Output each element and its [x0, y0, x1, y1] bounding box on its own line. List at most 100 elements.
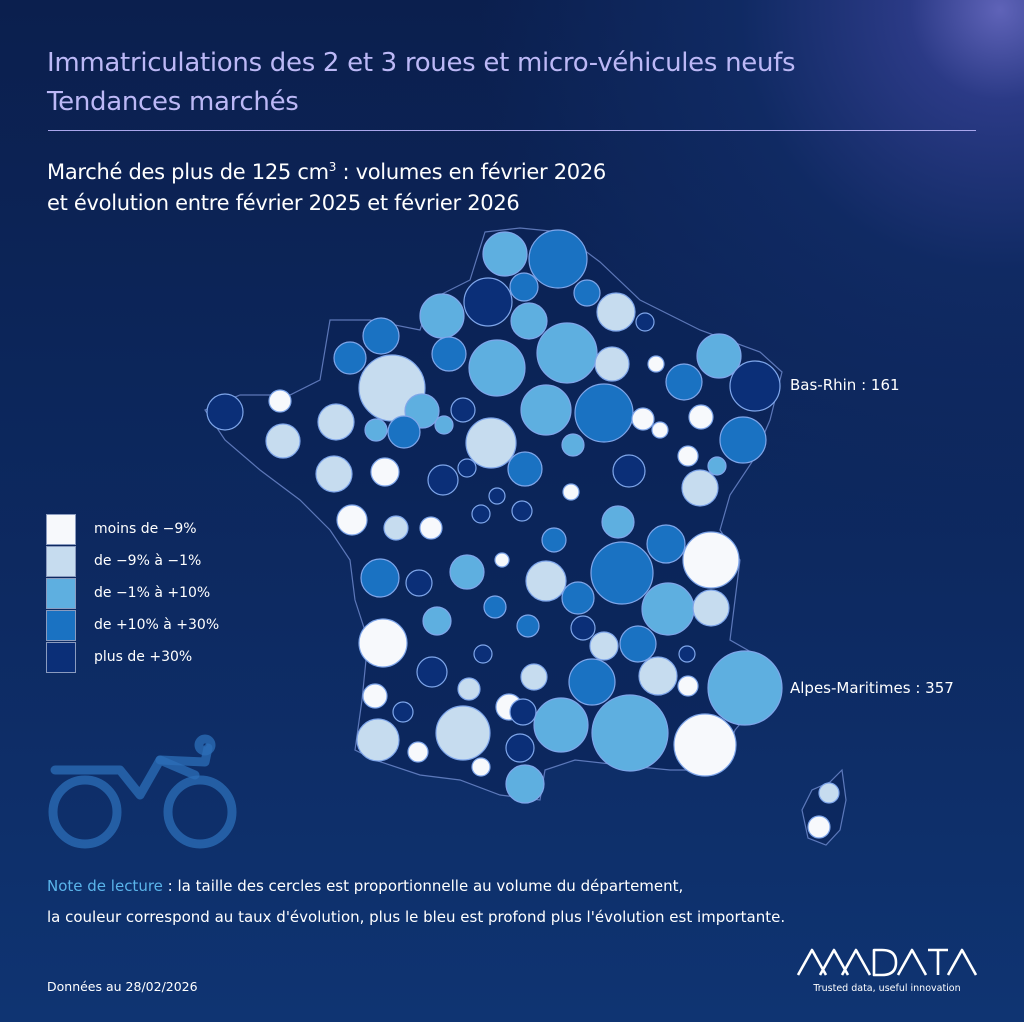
department-bubble: [333, 341, 367, 375]
legend-swatch: [46, 513, 76, 545]
department-bubble: [707, 456, 727, 476]
logo-wordmark: [796, 948, 978, 977]
map-subtitle: Marché des plus de 125 cm3 : volumes en …: [47, 152, 606, 219]
department-bubble: [520, 663, 548, 691]
department-bubble: [471, 504, 491, 524]
department-bubble: [449, 554, 485, 590]
department-bubble: [387, 415, 421, 449]
department-bubble: [688, 404, 714, 430]
department-bubble: [601, 505, 635, 539]
department-bubble: [573, 279, 601, 307]
legend-item: de +10% à +30%: [46, 609, 219, 641]
department-bubble: [541, 527, 567, 553]
department-bubble: [465, 417, 517, 469]
department-bubble: [509, 272, 539, 302]
department-bubble: [457, 458, 477, 478]
department-bubble: [673, 713, 737, 777]
department-bubble: [635, 312, 655, 332]
department-bubble: [677, 445, 699, 467]
department-bubble: [574, 383, 634, 443]
department-bubble: [707, 650, 783, 726]
title-line-1: Immatriculations des 2 et 3 roues et mic…: [47, 48, 796, 78]
color-legend: moins de −9% de −9% à −1% de −1% à +10% …: [46, 513, 219, 673]
note-line-2: la couleur correspond au taux d'évolutio…: [47, 908, 786, 926]
department-bubble: [516, 614, 540, 638]
department-bubble: [509, 698, 537, 726]
legend-swatch: [46, 545, 76, 577]
department-bubble: [692, 589, 730, 627]
department-bubble: [463, 277, 513, 327]
department-bubble: [383, 515, 409, 541]
department-bubble: [612, 454, 646, 488]
legend-item: de −1% à +10%: [46, 577, 219, 609]
legend-label: de +10% à +30%: [94, 617, 220, 633]
department-bubble: [729, 360, 781, 412]
department-bubble: [317, 403, 355, 441]
note-lead: Note de lecture: [47, 877, 163, 895]
legend-label: moins de −9%: [94, 521, 197, 537]
department-bubble: [416, 656, 448, 688]
department-bubble: [315, 455, 353, 493]
legend-item: plus de +30%: [46, 641, 219, 673]
aaadata-logo: Trusted data, useful innovation: [796, 947, 978, 994]
department-bubble: [419, 293, 465, 339]
department-bubble: [561, 581, 595, 615]
department-bubble: [682, 531, 740, 589]
department-bubble: [594, 346, 630, 382]
department-bubble: [568, 658, 616, 706]
department-bubble: [511, 500, 533, 522]
department-bubble: [505, 733, 535, 763]
department-bubble: [364, 418, 388, 442]
department-bubble: [482, 231, 528, 277]
department-bubble: [647, 355, 665, 373]
department-bubble: [494, 552, 510, 568]
department-bubble: [631, 407, 655, 431]
department-bubble: [265, 423, 301, 459]
legend-label: de −9% à −1%: [94, 553, 202, 569]
department-bubble: [525, 560, 567, 602]
department-bubble: [370, 457, 400, 487]
department-bubble: [677, 675, 699, 697]
department-bubble: [362, 683, 388, 709]
department-bubble: [488, 487, 506, 505]
department-bubble: [590, 541, 654, 605]
subtitle-text-rest: : volumes en février 2026: [336, 160, 606, 184]
department-bubble: [596, 292, 636, 332]
department-bubble: [528, 229, 588, 289]
department-bubble: [505, 764, 545, 804]
department-bubble: [665, 363, 703, 401]
legend-swatch: [46, 577, 76, 609]
department-bubble: [422, 606, 452, 636]
subtitle-text: Marché des plus de 125 cm: [47, 160, 329, 184]
note-line-1: : la taille des cercles est proportionne…: [162, 877, 684, 895]
page-title: Immatriculations des 2 et 3 roues et mic…: [47, 44, 796, 122]
department-bubble: [651, 421, 669, 439]
department-bubble: [561, 433, 585, 457]
department-bubble: [358, 618, 408, 668]
department-bubble: [419, 516, 443, 540]
legend-item: moins de −9%: [46, 513, 219, 545]
reading-note: Note de lecture : la taille des cercles …: [47, 871, 785, 933]
department-bubble: [268, 389, 292, 413]
department-bubble: [468, 339, 526, 397]
department-bubble: [807, 815, 831, 839]
department-bubble: [407, 741, 429, 763]
department-bubble: [562, 483, 580, 501]
legend-swatch: [46, 641, 76, 673]
department-bubble: [336, 504, 368, 536]
department-bubble: [510, 302, 548, 340]
department-bubble: [431, 336, 467, 372]
department-bubble: [483, 595, 507, 619]
department-bubble: [818, 782, 840, 804]
department-bubbles: [206, 229, 840, 839]
callout-bas-rhin: Bas-Rhin : 161: [790, 376, 900, 394]
department-bubble: [356, 718, 400, 762]
department-bubble: [520, 384, 572, 436]
department-bubble: [507, 451, 543, 487]
department-bubble: [536, 322, 598, 384]
legend-label: de −1% à +10%: [94, 585, 211, 601]
legend-swatch: [46, 609, 76, 641]
subtitle-superscript: 3: [328, 160, 337, 174]
department-bubble: [641, 582, 695, 636]
